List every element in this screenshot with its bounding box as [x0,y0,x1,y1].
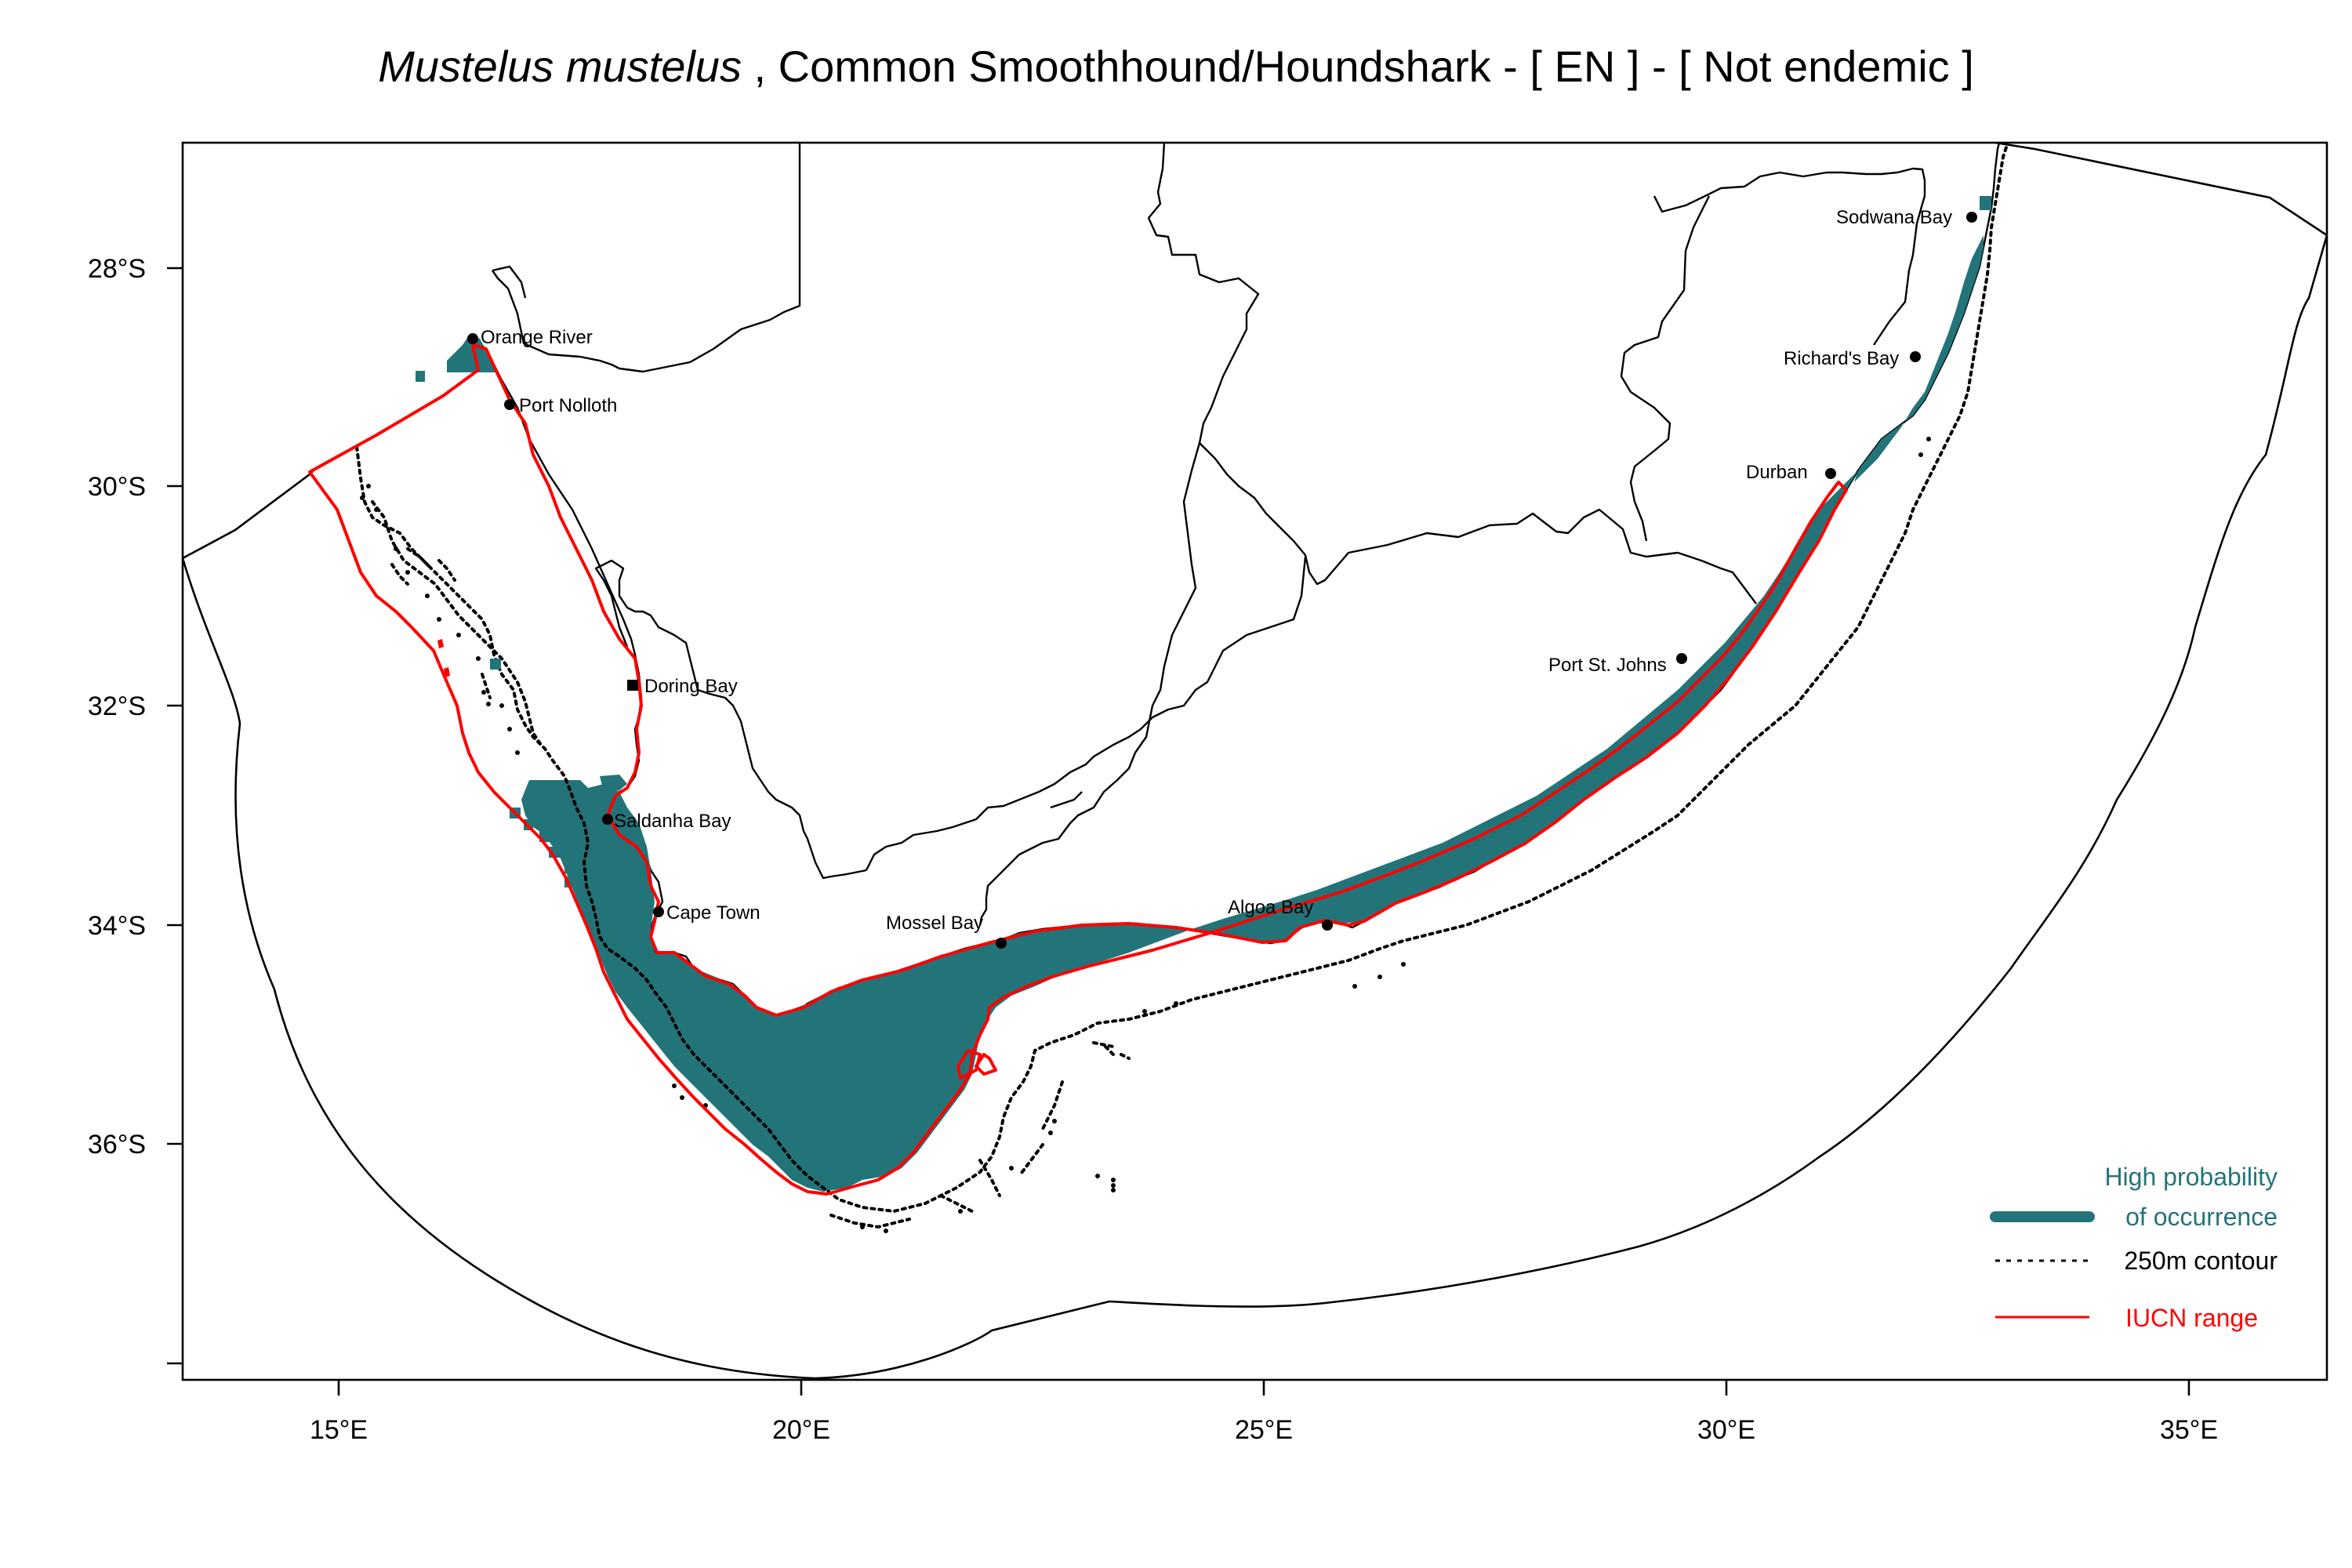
species-name: Mustelus mustelus [378,42,742,91]
occurrence-outliers [490,659,501,670]
marker-orange-river [467,333,478,344]
y-tick-32S: 32°S [88,691,146,721]
legend-contour-label: 250m contour [2124,1247,2278,1275]
province-boundaries [492,143,1926,926]
occurrence-area [416,196,1991,1192]
label-saldanha-bay: Saldanha Bay [614,811,731,832]
legend-occurrence-line2: of occurrence [2125,1203,2278,1231]
axis-ticks [167,267,2190,1396]
marker-sodwana-bay [1966,212,1977,223]
marker-port-nolloth [504,399,515,410]
label-sodwana-bay: Sodwana Bay [1836,207,1952,228]
marker-mossel-bay [996,938,1007,949]
marker-algoa-bay [1322,920,1333,931]
y-tick-28S: 28°S [88,254,146,284]
label-algoa-bay: Algoa Bay [1228,897,1313,918]
label-mossel-bay: Mossel Bay [886,913,983,934]
label-cape-town: Cape Town [666,902,760,924]
iucn-outliers [437,639,450,677]
label-orange-river: Orange River [481,327,593,348]
marker-cape-town [653,906,664,917]
x-tick-20E: 20°E [772,1415,830,1445]
legend-iucn-label: IUCN range [2125,1304,2258,1332]
marker-port-st-johns [1676,653,1687,664]
title-details: , Common Smoothhound/Houndshark - [ EN ]… [741,42,1974,91]
contour-dots [360,437,1931,1233]
coastline [472,143,2001,1017]
x-tick-15E: 15°E [310,1415,368,1445]
y-tick-30S: 30°S [88,472,146,502]
contour-250m [355,143,2009,1229]
x-tick-25E: 25°E [1235,1415,1293,1445]
y-axis-labels: 28°S 30°S 32°S 34°S 36°S [88,254,146,1160]
y-tick-36S: 36°S [88,1130,146,1160]
x-tick-30E: 30°E [1697,1415,1755,1445]
marker-doring-bay [627,680,638,691]
legend-occurrence-line1: High probability [2104,1163,2278,1191]
place-labels: Orange River Port Nolloth Doring Bay Sal… [481,207,1952,934]
x-axis-labels: 15°E 20°E 25°E 30°E 35°E [310,1415,2218,1445]
label-doring-bay: Doring Bay [644,676,738,697]
x-tick-35E: 35°E [2160,1415,2218,1445]
legend: High probability of occurrence 250m cont… [1990,1163,2278,1332]
y-tick-34S: 34°S [88,911,146,941]
plot-frame [181,141,2328,1381]
map-title: Mustelus mustelus , Common Smoothhound/H… [0,41,2352,92]
label-port-st-johns: Port St. Johns [1548,655,1667,676]
marker-saldanha-bay [602,814,613,825]
marker-durban [1825,468,1836,479]
label-durban: Durban [1746,462,1808,483]
marker-richards-bay [1910,351,1921,362]
label-port-nolloth: Port Nolloth [519,395,617,416]
label-richards-bay: Richard's Bay [1784,348,1899,369]
iucn-range [308,343,1848,1196]
place-markers [467,212,1977,949]
